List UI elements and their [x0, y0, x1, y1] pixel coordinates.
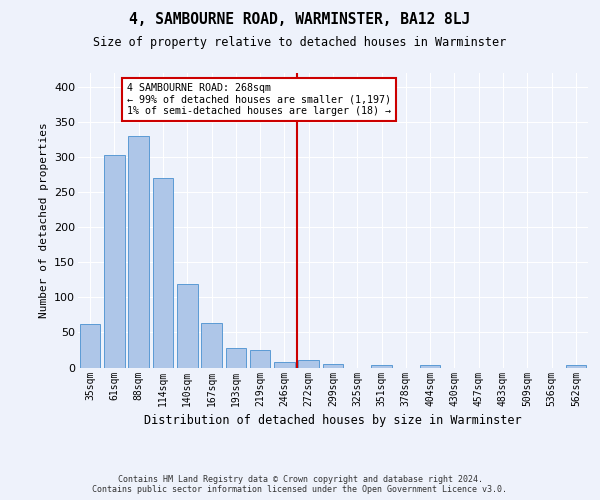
Text: Contains HM Land Registry data © Crown copyright and database right 2024.
Contai: Contains HM Land Registry data © Crown c… [92, 474, 508, 494]
Y-axis label: Number of detached properties: Number of detached properties [38, 122, 49, 318]
Bar [371, 366, 392, 368]
Bar [152, 178, 173, 368]
Text: 4 SAMBOURNE ROAD: 268sqm
← 99% of detached houses are smaller (1,197)
1% of semi: 4 SAMBOURNE ROAD: 268sqm ← 99% of detach… [127, 83, 391, 116]
Bar [177, 284, 197, 368]
Bar [250, 350, 271, 368]
Bar [80, 324, 100, 368]
Text: 4, SAMBOURNE ROAD, WARMINSTER, BA12 8LJ: 4, SAMBOURNE ROAD, WARMINSTER, BA12 8LJ [130, 12, 470, 28]
Bar [201, 322, 222, 368]
Bar [274, 362, 295, 368]
Text: Size of property relative to detached houses in Warminster: Size of property relative to detached ho… [94, 36, 506, 49]
Bar [226, 348, 246, 368]
X-axis label: Distribution of detached houses by size in Warminster: Distribution of detached houses by size … [144, 414, 522, 427]
Bar [420, 366, 440, 368]
Bar [323, 364, 343, 368]
Bar [298, 360, 319, 368]
Bar [128, 136, 149, 368]
Bar [104, 154, 125, 368]
Bar [566, 366, 586, 368]
